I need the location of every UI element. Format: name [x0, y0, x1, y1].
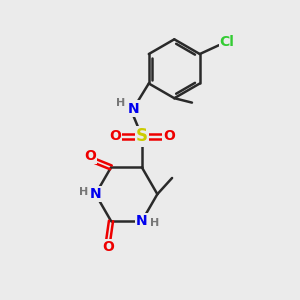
Text: H: H	[150, 218, 159, 228]
Text: H: H	[116, 98, 125, 109]
Text: H: H	[79, 187, 88, 197]
Text: S: S	[136, 128, 148, 146]
Text: N: N	[127, 101, 139, 116]
Text: O: O	[163, 130, 175, 143]
Text: O: O	[84, 148, 96, 163]
Text: N: N	[136, 214, 148, 228]
Text: Cl: Cl	[220, 35, 235, 49]
Text: N: N	[90, 187, 101, 201]
Text: O: O	[102, 240, 114, 254]
Text: O: O	[109, 130, 121, 143]
